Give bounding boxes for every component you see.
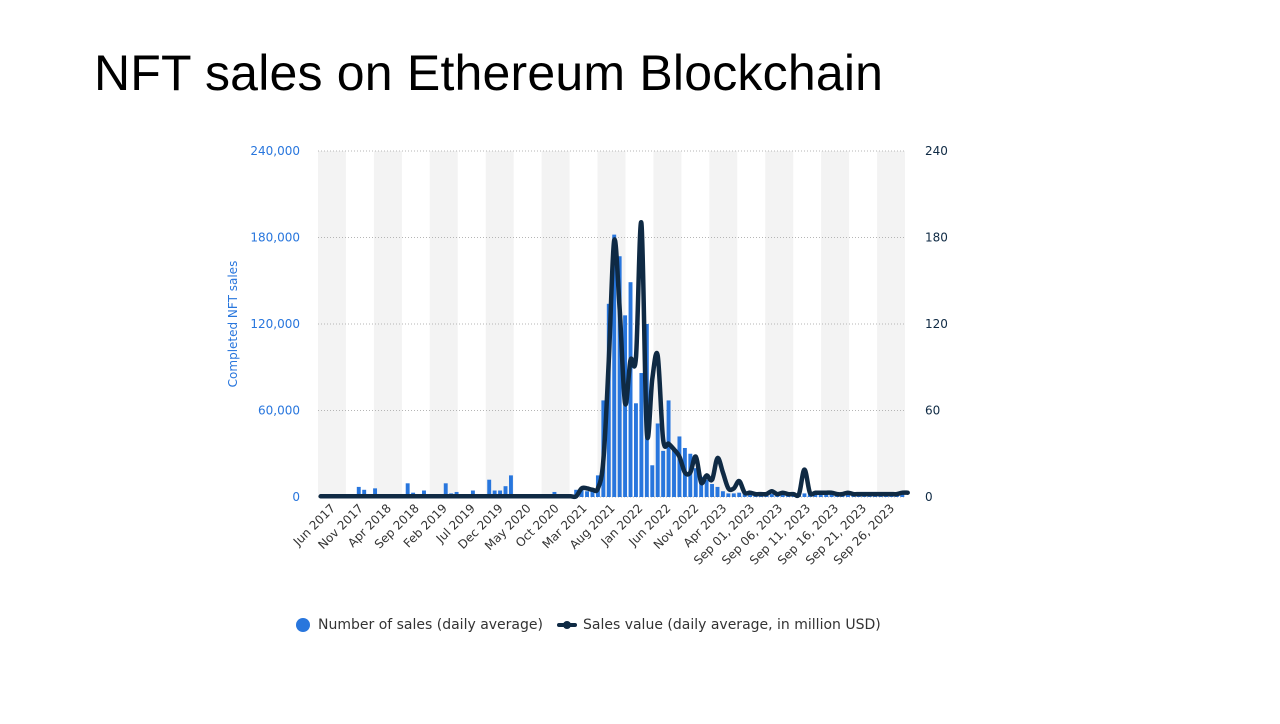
bar xyxy=(845,494,850,497)
legend-item-sales-count[interactable]: Number of sales (daily average) xyxy=(296,617,543,633)
bar xyxy=(699,476,704,497)
left-tick-label: 60,000 xyxy=(258,404,300,418)
bar xyxy=(405,483,410,497)
bar xyxy=(579,488,584,497)
right-axis-ticks: 0 60 120 180 240 xyxy=(925,144,948,504)
bar xyxy=(769,494,774,497)
sales-value-line xyxy=(318,220,910,500)
legend-item-sales-value[interactable]: Sales value (daily average, in million U… xyxy=(556,617,881,633)
left-tick-label: 120,000 xyxy=(250,317,300,331)
bar xyxy=(715,486,720,497)
legend-line-icon xyxy=(556,618,577,632)
left-tick-label: 240,000 xyxy=(250,144,300,158)
bar xyxy=(492,490,497,497)
chart-band xyxy=(318,151,346,497)
bar xyxy=(508,475,513,497)
bar xyxy=(639,373,644,497)
bar xyxy=(634,403,638,497)
bar xyxy=(720,491,725,497)
line-series xyxy=(318,220,910,500)
bar xyxy=(737,492,742,497)
left-axis-ticks: 0 60,000 120,000 180,000 240,000 xyxy=(250,144,300,504)
bar xyxy=(666,400,671,497)
bar xyxy=(802,493,807,497)
chart-band xyxy=(485,151,514,497)
bar xyxy=(661,450,666,497)
bar xyxy=(470,490,475,497)
bar xyxy=(710,484,715,497)
bar xyxy=(422,490,426,497)
right-tick-label: 60 xyxy=(925,404,940,418)
legend-dot-icon xyxy=(296,618,310,632)
bar xyxy=(373,488,378,497)
bar xyxy=(726,493,731,497)
legend-label-sales-count: Number of sales (daily average) xyxy=(318,617,543,633)
bar xyxy=(731,493,736,497)
bar xyxy=(443,483,448,497)
left-tick-label: 180,000 xyxy=(250,231,300,245)
legend-label-sales-value: Sales value (daily average, in million U… xyxy=(582,617,881,633)
bar xyxy=(362,489,367,497)
bar xyxy=(612,234,617,497)
bar xyxy=(672,449,676,497)
bar xyxy=(704,479,709,497)
bar xyxy=(590,488,595,497)
chart-band xyxy=(765,151,794,497)
bar xyxy=(818,494,823,497)
left-axis-label: Completed NFT sales xyxy=(226,261,240,388)
bar xyxy=(677,436,682,497)
bar xyxy=(693,468,698,497)
bar xyxy=(498,490,503,497)
bar xyxy=(503,486,508,497)
bar xyxy=(650,465,655,497)
chart-legend: Number of sales (daily average) Sales va… xyxy=(296,617,895,633)
right-tick-label: 0 xyxy=(925,490,933,504)
right-tick-label: 180 xyxy=(925,231,948,245)
slide-title: NFT sales on Ethereum Blockchain xyxy=(94,45,884,101)
bar xyxy=(617,256,622,497)
bar xyxy=(655,423,660,497)
chart-grid xyxy=(318,150,905,498)
bar xyxy=(487,479,492,497)
right-tick-label: 240 xyxy=(925,144,948,158)
bar xyxy=(356,486,361,497)
bar xyxy=(829,494,834,497)
bar xyxy=(628,282,633,497)
left-tick-label: 0 xyxy=(292,490,300,504)
right-tick-label: 120 xyxy=(925,317,948,331)
bar xyxy=(585,491,589,497)
